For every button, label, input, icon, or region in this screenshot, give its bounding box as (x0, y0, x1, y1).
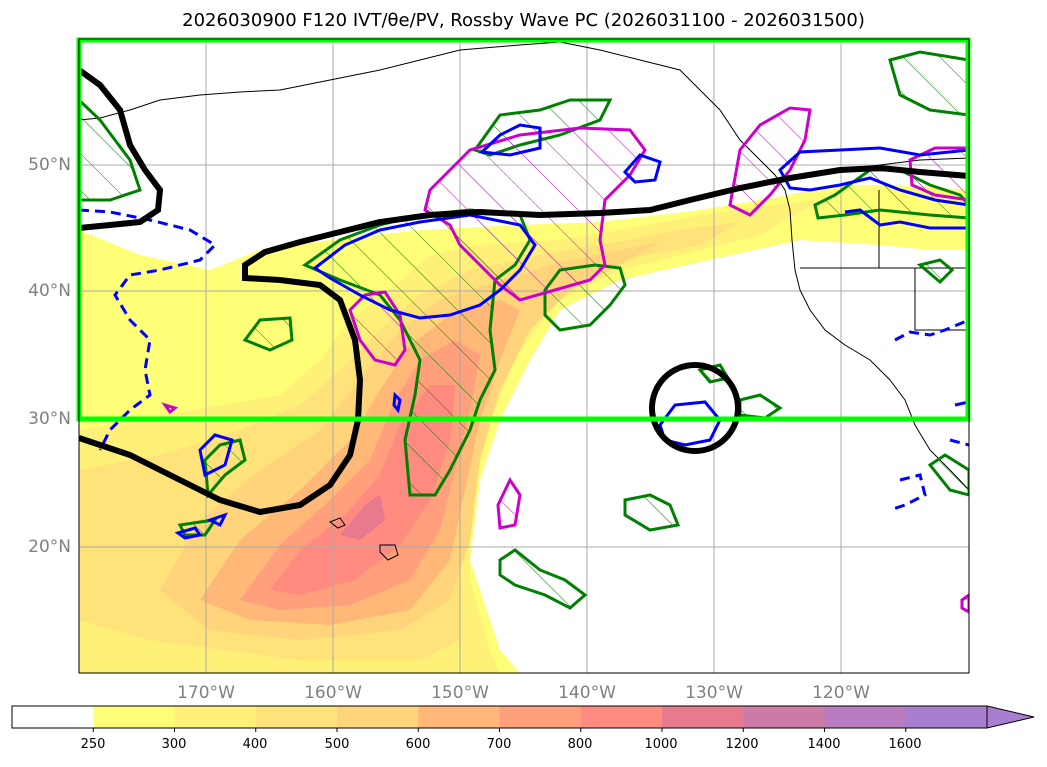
lat-label-20n: 20°N (28, 537, 71, 557)
map-title: 2026030900 F120 IVT/θe/PV, Rossby Wave P… (182, 10, 865, 31)
colorbar-swatch (824, 706, 907, 728)
lon-label-130w: 130°W (685, 683, 743, 703)
lat-label-30n: 30°N (28, 409, 71, 429)
colorbar-tick-label: 500 (324, 737, 350, 752)
colorbar-tick-label: 250 (80, 737, 106, 752)
colorbar-swatch (418, 706, 500, 728)
colorbar-tick-label: 800 (567, 737, 593, 752)
lon-label-170w: 170°W (177, 683, 235, 703)
colorbar-tick-label: 1600 (888, 737, 922, 752)
map-frame (78, 38, 970, 674)
colorbar-tick-label: 1200 (725, 737, 759, 752)
colorbar-frame (11, 705, 988, 729)
colorbar-swatch (255, 706, 338, 728)
colorbar-swatch (743, 706, 825, 728)
pv-anomaly-contours (174, 123, 969, 540)
pv-anomaly-dashed (79, 208, 969, 512)
lon-label-150w: 150°W (431, 683, 489, 703)
colorbar-swatch (174, 706, 257, 728)
colorbar-swatch (905, 706, 988, 728)
colorbar-swatch (12, 706, 94, 728)
colorbar-tick-label: 1400 (807, 737, 841, 752)
colorbar-swatches (12, 705, 1035, 732)
ivt-shade-250b (79, 265, 300, 395)
colorbar-extend-arrow (986, 705, 1035, 729)
colorbar-tick-label: 1000 (644, 737, 678, 752)
colorbar-swatch (337, 706, 419, 728)
lon-label-160w: 160°W (304, 683, 362, 703)
colorbar-tick-label: 700 (486, 737, 512, 752)
ivt-shade-1000 (340, 495, 385, 540)
lon-label-140w: 140°W (558, 683, 616, 703)
colorbar-tick-label: 300 (161, 737, 187, 752)
lat-label-50n: 50°N (28, 155, 71, 175)
colorbar-tick-label: 600 (405, 737, 431, 752)
colorbar-swatch (499, 706, 582, 728)
rossby-wave-contours (79, 67, 969, 516)
lon-label-120w: 120°W (812, 683, 870, 703)
colorbar-swatch (93, 706, 175, 728)
lat-label-40n: 40°N (28, 281, 71, 301)
colorbar-swatch (580, 706, 663, 728)
colorbar-swatch (662, 706, 744, 728)
colorbar-tick-label: 400 (242, 737, 268, 752)
